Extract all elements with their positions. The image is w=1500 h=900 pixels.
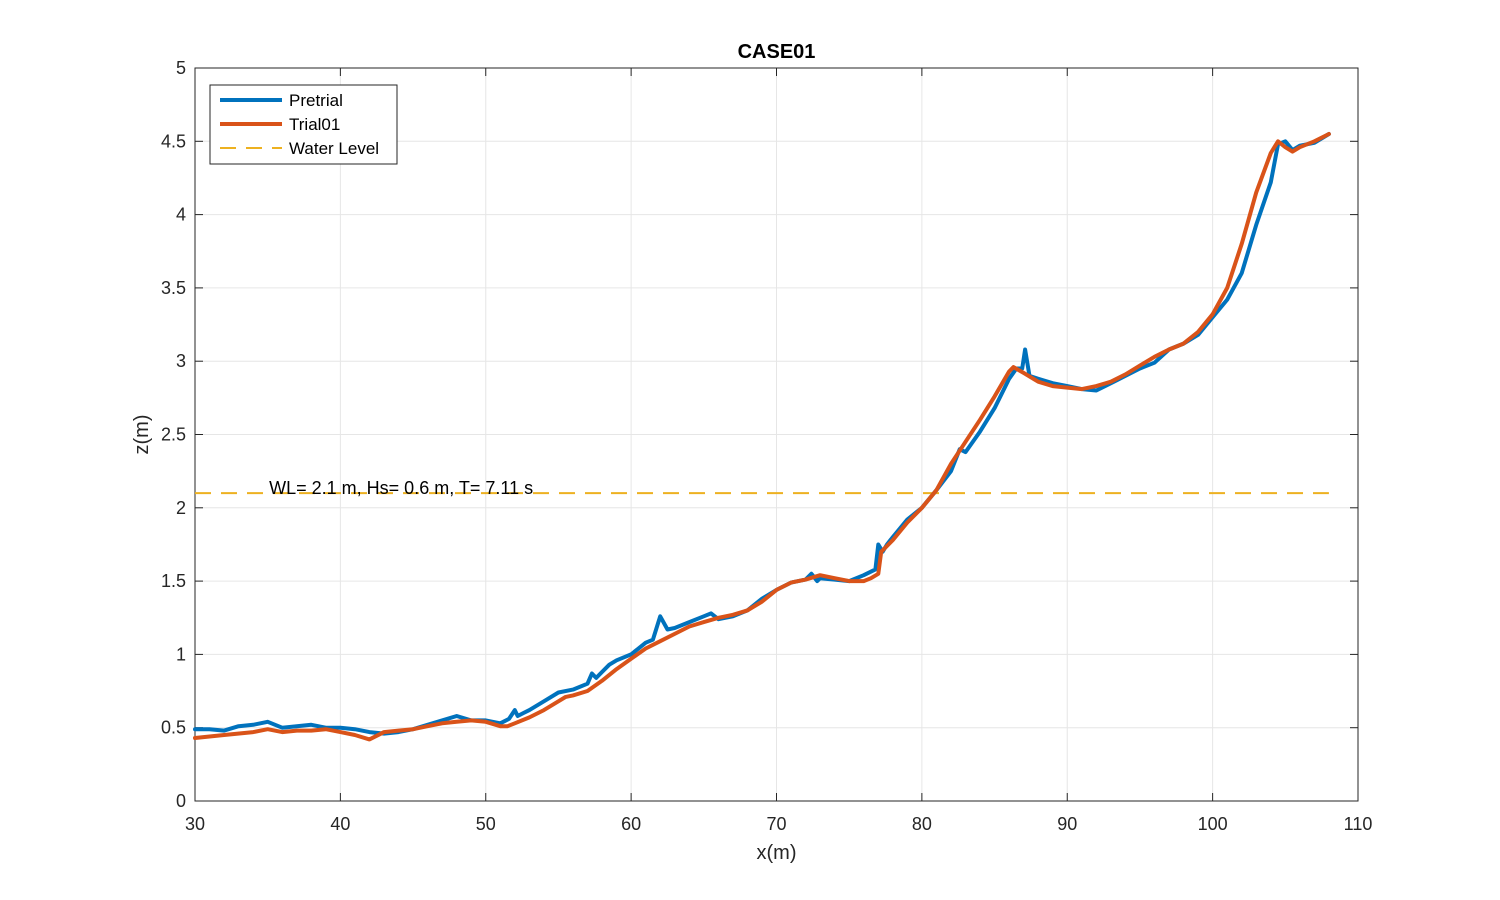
legend-label: Pretrial <box>289 91 343 110</box>
x-tick-label: 100 <box>1198 814 1228 834</box>
legend-label: Water Level <box>289 139 379 158</box>
y-tick-label: 3 <box>176 351 186 371</box>
series-line-trial01 <box>193 132 1331 742</box>
x-tick-label: 30 <box>185 814 205 834</box>
series-layer <box>193 132 1331 742</box>
x-tick-label: 80 <box>912 814 932 834</box>
y-axis-label: z(m) <box>131 415 153 455</box>
y-tick-label: 4.5 <box>161 131 186 151</box>
legend-label: Trial01 <box>289 115 340 134</box>
y-tick-label: 1.5 <box>161 571 186 591</box>
chart-title: CASE01 <box>738 41 816 63</box>
x-tick-label: 50 <box>476 814 496 834</box>
tick-labels: 30 40 50 60 70 80 90 100 110 0 0.5 1 1.5 2 2.5 3 3.5 4 4.5… <box>161 58 1372 834</box>
x-axis-label: x(m) <box>757 842 797 864</box>
y-tick-label: 2.5 <box>161 425 186 445</box>
y-tick-label: 0 <box>176 791 186 811</box>
y-tick-label: 4 <box>176 205 186 225</box>
x-tick-label: 70 <box>766 814 786 834</box>
y-tick-label: 0.5 <box>161 718 186 738</box>
x-tick-label: 40 <box>330 814 350 834</box>
y-tick-label: 5 <box>176 58 186 78</box>
y-tick-label: 1 <box>176 644 186 664</box>
annotation-text: WL= 2.1 m, Hs= 0.6 m, T= 7.11 s <box>269 478 533 498</box>
y-tick-label: 3.5 <box>161 278 186 298</box>
legend: Pretrial Trial01 Water Level <box>209 84 398 165</box>
x-tick-label: 60 <box>621 814 641 834</box>
x-tick-label: 110 <box>1344 814 1373 834</box>
y-tick-label: 2 <box>176 498 186 518</box>
x-tick-label: 90 <box>1057 814 1077 834</box>
